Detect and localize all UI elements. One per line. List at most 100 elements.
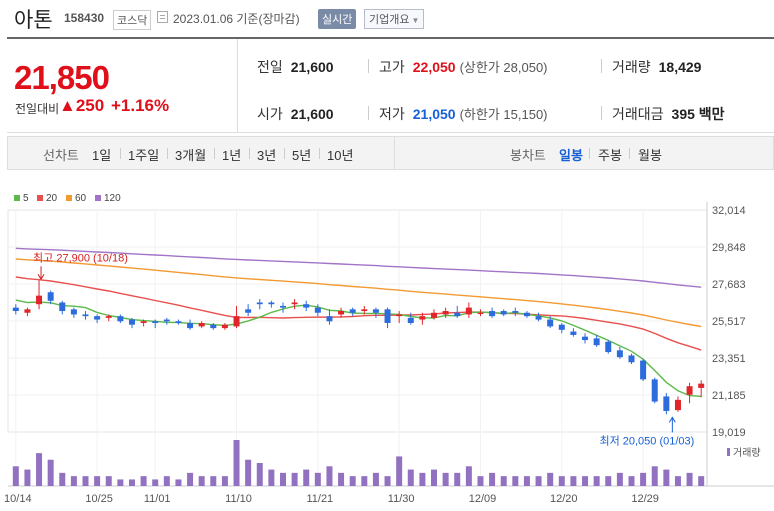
y-tick-label: 27,683 (712, 279, 746, 291)
chart-tab-bar: 선차트 1일 1주일 3개월 1년 3년 5년 10년 봉차트 일봉 주봉 월봉 (7, 136, 774, 170)
tab-3m[interactable]: 3개월 (175, 148, 207, 163)
company-info-dropdown[interactable]: 기업개요 ▼ (364, 9, 425, 29)
volume-bar (210, 476, 217, 486)
volume-bar (279, 472, 286, 486)
volume-bar (152, 479, 159, 486)
current-price-cell: 21,850 전일대비 ▲250 +1.16% (7, 39, 238, 133)
high-label: 고가 (379, 59, 405, 75)
candle-body (291, 302, 298, 305)
candle-body (210, 324, 217, 329)
candle-body (24, 309, 31, 313)
candlestick-chart-svg: 32,014 29,848 27,683 25,517 23,351 21,185 19,0… (4, 193, 774, 505)
candle-body (616, 350, 623, 358)
candle-body (117, 316, 124, 322)
min-price-annotation: 최저 20,050 (01/03) (599, 434, 694, 447)
legend-swatch (14, 195, 20, 201)
volume-bar (442, 472, 449, 486)
volume-bar (407, 469, 414, 486)
legend-label: 5 (23, 193, 29, 204)
open-value: 21,600 (290, 106, 334, 122)
x-tick-label: 10/25 (85, 493, 113, 505)
volume-bar (547, 472, 554, 486)
candle-body (314, 307, 321, 313)
volume-bar (117, 479, 124, 486)
volume-bar (256, 463, 263, 486)
volume-bar (303, 469, 310, 486)
candle-body (361, 309, 368, 312)
volume-bar (523, 476, 530, 486)
candle-body (326, 316, 333, 322)
volume-bar (477, 476, 484, 486)
volume-bar (419, 472, 426, 486)
realtime-button[interactable]: 실시간 (318, 9, 357, 29)
volume-bar (651, 466, 658, 486)
volume-bar (640, 472, 647, 486)
tab-1d[interactable]: 1일 (92, 148, 112, 163)
candle-body (582, 336, 589, 341)
y-tick-label: 25,517 (712, 316, 746, 328)
tab-daily[interactable]: 일봉 (559, 148, 583, 163)
high-stat: 고가 22,050 (상한가 28,050) (379, 57, 548, 77)
moving-average-ma120 (15, 247, 702, 288)
candle-body (268, 302, 275, 305)
tab-1w[interactable]: 1주일 (128, 148, 160, 163)
current-price: 21,850 (14, 59, 110, 96)
volume-bar (372, 472, 379, 486)
y-tick-label: 21,185 (712, 390, 746, 402)
candle-body (396, 314, 403, 317)
x-tick-label: 12/29 (631, 493, 659, 505)
legend-label: 60 (75, 193, 87, 204)
min-arrow-head (668, 416, 676, 423)
tab-10y[interactable]: 10년 (327, 148, 354, 163)
volume-bar (128, 479, 135, 486)
candle-body (128, 319, 135, 325)
candle-body (698, 383, 705, 388)
upper-limit: (상한가 28,050) (459, 60, 548, 75)
y-tick-label: 23,351 (712, 353, 746, 365)
volume-bar (582, 476, 589, 486)
volume-bar (24, 469, 31, 486)
y-tick-label: 29,848 (712, 242, 746, 254)
tab-3y[interactable]: 3년 (257, 148, 277, 163)
price-summary: 21,850 전일대비 ▲250 +1.16% 전일 21,600 시가 21,60… (7, 37, 774, 133)
candle-body (605, 341, 612, 353)
tab-1y[interactable]: 1년 (222, 148, 242, 163)
stock-code: 158430 (64, 11, 105, 25)
candle-body (640, 360, 647, 380)
x-tick-label: 11/01 (144, 493, 171, 505)
candle-body (221, 324, 228, 329)
volume-bar (314, 472, 321, 486)
volume-bar (198, 476, 205, 486)
candle-body (82, 314, 89, 317)
x-tick-label: 12/09 (469, 493, 497, 505)
candle-body (12, 307, 19, 312)
volume-bar (605, 476, 612, 486)
volume-bar (593, 476, 600, 486)
moving-average-ma20 (15, 276, 702, 351)
candle-body (547, 319, 554, 327)
volume-stat: 거래량 18,429 (612, 57, 701, 77)
volume-bar (489, 472, 496, 486)
volume-bar (396, 456, 403, 486)
candle-body (465, 307, 472, 315)
amount-stat: 거래대금 395 백만 (612, 104, 725, 124)
tab-weekly[interactable]: 주봉 (598, 148, 622, 163)
volume-bar (94, 476, 101, 486)
candle-body (384, 309, 391, 323)
volume-legend-swatch (727, 448, 730, 456)
candle-body (523, 312, 530, 317)
legend-swatch (66, 195, 72, 201)
volume-bar (105, 476, 112, 486)
volume-bar (686, 472, 693, 486)
candle-body (558, 324, 565, 330)
tab-monthly[interactable]: 월봉 (638, 148, 662, 163)
candle-body (454, 312, 461, 317)
volume-label: 거래량 (612, 59, 651, 75)
volume-bar (70, 476, 77, 486)
candle-body (570, 331, 577, 335)
tab-5y[interactable]: 5년 (292, 148, 312, 163)
candle-body (651, 379, 658, 402)
candle-body (349, 309, 356, 313)
candle-body (419, 316, 426, 320)
volume-bar (221, 476, 228, 486)
